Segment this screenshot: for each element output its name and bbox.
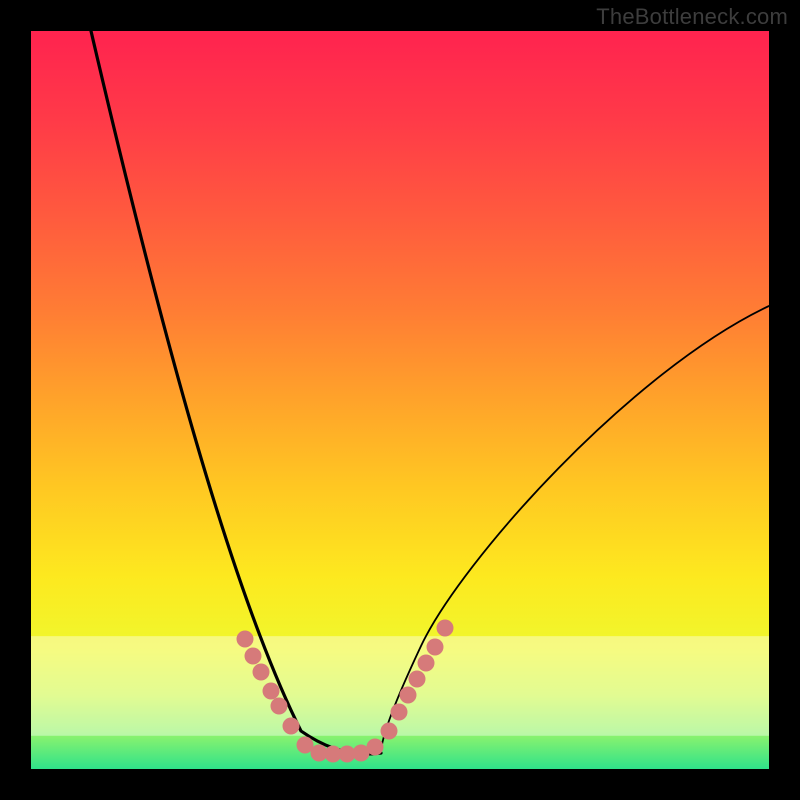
data-marker bbox=[400, 687, 417, 704]
data-marker bbox=[245, 648, 262, 665]
data-marker bbox=[381, 723, 398, 740]
chart-outer-frame: TheBottleneck.com bbox=[0, 0, 800, 800]
data-marker bbox=[263, 683, 280, 700]
data-marker bbox=[367, 739, 384, 756]
data-marker bbox=[409, 671, 426, 688]
data-marker bbox=[271, 698, 288, 715]
data-marker bbox=[391, 704, 408, 721]
data-marker bbox=[253, 664, 270, 681]
watermark-text: TheBottleneck.com bbox=[596, 4, 788, 30]
bottleneck-plot bbox=[31, 31, 769, 769]
plot-svg bbox=[31, 31, 769, 769]
data-marker bbox=[237, 631, 254, 648]
data-marker bbox=[283, 718, 300, 735]
pale-band bbox=[31, 636, 769, 736]
data-marker bbox=[418, 655, 435, 672]
data-marker bbox=[437, 620, 454, 637]
data-marker bbox=[427, 639, 444, 656]
